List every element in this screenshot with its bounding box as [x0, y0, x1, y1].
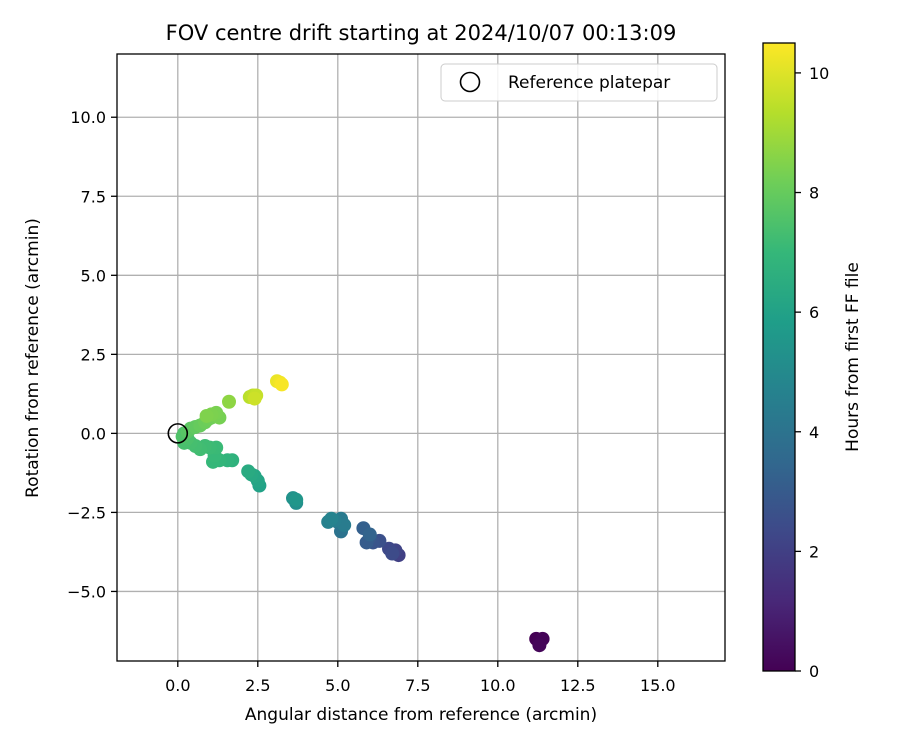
colorbar-tick-label: 10	[809, 64, 829, 83]
colorbar-tick-label: 4	[809, 423, 819, 442]
x-axis-ticks: 0.0 2.5 5.0 7.5 10.0 12.5 15.0	[165, 661, 676, 695]
x-tick-label: 5.0	[325, 676, 350, 695]
x-tick-label: 2.5	[245, 676, 270, 695]
colorbar-tick-label: 0	[809, 662, 819, 681]
colorbar-tick-label: 6	[809, 303, 819, 322]
legend-label-reference: Reference platepar	[508, 73, 670, 93]
reference-marker-layer	[167, 423, 189, 444]
colorbar: 0 2 4 6 8 10 Hours from first FF file	[762, 42, 863, 681]
y-tick-label: 2.5	[81, 345, 106, 364]
chart-title: FOV centre drift starting at 2024/10/07 …	[166, 21, 677, 45]
x-axis-label: Angular distance from reference (arcmin)	[245, 705, 597, 725]
reference-platepar-marker	[167, 423, 189, 444]
x-tick-label: 15.0	[640, 676, 676, 695]
data-point	[241, 464, 256, 479]
y-tick-label: −5.0	[67, 582, 106, 601]
data-point	[532, 638, 547, 653]
plot-area-frame	[116, 53, 726, 662]
x-tick-label: 0.0	[165, 676, 190, 695]
data-point	[274, 377, 289, 392]
data-point	[385, 546, 400, 561]
data-point	[247, 391, 262, 406]
data-point	[222, 394, 236, 409]
y-axis-label: Rotation from reference (arcmin)	[23, 218, 43, 498]
y-tick-label: 5.0	[81, 266, 106, 285]
colorbar-ticks: 0 2 4 6 8 10	[795, 64, 829, 681]
grid	[117, 54, 725, 661]
y-axis-ticks: −5.0 −2.5 0.0 2.5 5.0 7.5 10.0	[67, 108, 117, 601]
legend-marker-reference	[459, 71, 481, 93]
colorbar-tick-label: 2	[809, 542, 819, 561]
colorbar-tick-label: 8	[809, 184, 819, 203]
y-tick-label: 10.0	[70, 108, 106, 127]
data-point	[362, 527, 377, 542]
data-points	[175, 374, 550, 653]
x-tick-label: 7.5	[405, 676, 430, 695]
y-tick-label: 0.0	[81, 424, 106, 443]
x-tick-label: 10.0	[480, 676, 516, 695]
y-tick-label: −2.5	[67, 503, 106, 522]
colorbar-gradient	[762, 42, 796, 672]
y-tick-label: 7.5	[81, 187, 106, 206]
data-point	[289, 492, 304, 507]
legend: Reference platepar	[440, 63, 718, 102]
data-point	[199, 408, 214, 423]
x-tick-label: 12.5	[560, 676, 596, 695]
legend-box	[440, 63, 718, 102]
data-point	[324, 511, 339, 526]
colorbar-label: Hours from first FF file	[843, 262, 863, 452]
